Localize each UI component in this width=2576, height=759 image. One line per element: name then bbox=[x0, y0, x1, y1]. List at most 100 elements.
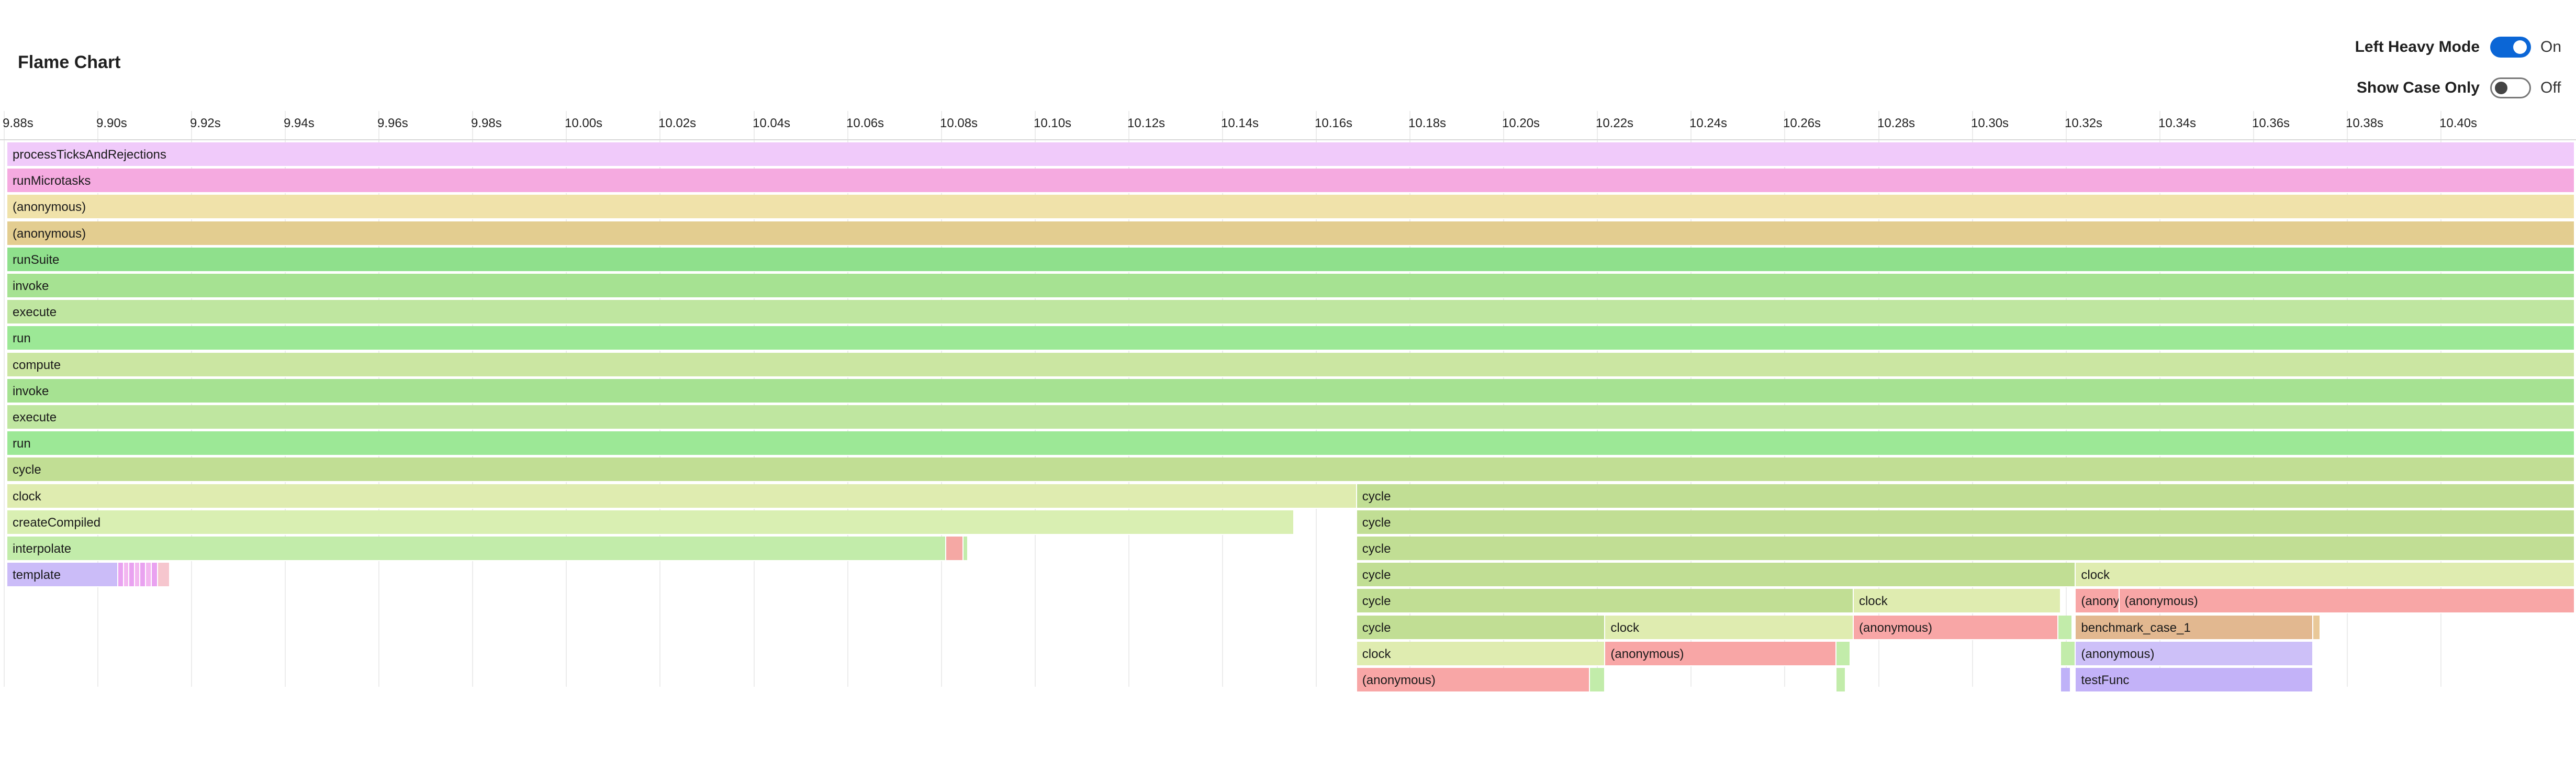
flame-frame[interactable] bbox=[135, 563, 141, 588]
flame-frame[interactable]: clock bbox=[2076, 563, 2575, 588]
time-ruler: 9.88s 9.90s 9.92s 9.94s 9.96s 9.98s 10.00s 10.0… bbox=[0, 111, 2576, 687]
flame-frame[interactable] bbox=[1836, 668, 1846, 693]
show-case-only-label: Show Case Only bbox=[2356, 79, 2480, 96]
tick-label: 9.90s bbox=[96, 116, 127, 130]
left-heavy-mode-label: Left Heavy Mode bbox=[2355, 38, 2480, 55]
flame-frame[interactable]: (anonymous) bbox=[2076, 589, 2120, 614]
frame-label: clock bbox=[1362, 646, 1391, 661]
page-title: Flame Chart bbox=[18, 52, 121, 72]
flame-frame[interactable] bbox=[946, 537, 964, 561]
frame-label: cycle bbox=[13, 463, 41, 477]
frame-label: cycle bbox=[1362, 594, 1391, 609]
frame-label: cycle bbox=[1362, 489, 1391, 504]
frame-label: (anonymous) bbox=[1858, 620, 1932, 635]
tick-label: 9.88s bbox=[3, 116, 33, 130]
show-case-only-control: Show Case Only Off bbox=[2357, 76, 2563, 99]
tick-label: 10.18s bbox=[1408, 116, 1447, 130]
tick-label: 10.28s bbox=[1877, 116, 1916, 130]
flame-frame[interactable]: run bbox=[7, 431, 2575, 456]
flame-frame[interactable]: run bbox=[7, 326, 2575, 351]
frame-label: execute bbox=[13, 410, 57, 425]
tick-label: 10.08s bbox=[940, 116, 978, 130]
flame-frame[interactable]: (anonymous) bbox=[2119, 589, 2575, 614]
show-case-only-toggle[interactable] bbox=[2490, 77, 2531, 98]
frame-label: compute bbox=[13, 358, 61, 372]
flame-chart[interactable]: processTicksAndRejections runMicrotasks (a… bbox=[0, 140, 2576, 716]
frame-label: clock bbox=[1858, 594, 1888, 609]
show-case-only-state: Off bbox=[2540, 79, 2561, 96]
flame-frame[interactable]: cycle bbox=[1357, 563, 2076, 588]
flame-frame[interactable] bbox=[140, 563, 147, 588]
flame-frame[interactable]: testFunc bbox=[2076, 668, 2314, 693]
frame-label: (anonymous) bbox=[13, 226, 86, 241]
flame-frame[interactable] bbox=[118, 563, 124, 588]
flame-frame[interactable]: runSuite bbox=[7, 247, 2575, 272]
flame-frame[interactable]: processTicksAndRejections bbox=[7, 142, 2575, 167]
flame-frame[interactable]: interpolate bbox=[7, 537, 947, 561]
flame-frame[interactable]: template bbox=[7, 563, 119, 588]
flame-frame[interactable]: (anonymous) bbox=[1357, 668, 1590, 693]
flame-frame[interactable]: cycle bbox=[1357, 484, 2575, 509]
tick-label: 10.32s bbox=[2065, 116, 2103, 130]
flame-frame[interactable]: compute bbox=[7, 352, 2575, 377]
flame-frame[interactable] bbox=[2060, 641, 2076, 666]
frame-label: cycle bbox=[1362, 542, 1391, 556]
tick-label: 10.02s bbox=[658, 116, 697, 130]
flame-frame[interactable]: runMicrotasks bbox=[7, 169, 2575, 194]
flame-frame[interactable]: (anonymous) bbox=[7, 195, 2575, 220]
tick-label: 10.16s bbox=[1315, 116, 1353, 130]
flame-frame[interactable]: clock bbox=[7, 484, 1357, 509]
flame-frame[interactable] bbox=[129, 563, 135, 588]
flame-frame[interactable]: execute bbox=[7, 405, 2575, 430]
flame-frame[interactable]: cycle bbox=[1357, 589, 1854, 614]
flame-frame[interactable]: (anonymous) bbox=[1605, 641, 1836, 666]
flame-frame[interactable] bbox=[2058, 615, 2073, 640]
tick-label: 10.04s bbox=[753, 116, 791, 130]
toggle-knob-icon bbox=[2513, 40, 2527, 54]
flame-frame[interactable]: cycle bbox=[1357, 615, 1606, 640]
flame-frame[interactable] bbox=[151, 563, 159, 588]
frame-label: clock bbox=[2081, 568, 2110, 583]
flame-frame[interactable] bbox=[158, 563, 170, 588]
flame-frame[interactable] bbox=[1836, 641, 1851, 666]
frame-label: invoke bbox=[13, 279, 49, 293]
flame-frame[interactable]: execute bbox=[7, 300, 2575, 325]
left-heavy-mode-toggle[interactable] bbox=[2490, 37, 2531, 58]
flame-frame[interactable]: (anonymous) bbox=[7, 221, 2575, 246]
left-heavy-mode-control: Left Heavy Mode On bbox=[2355, 36, 2563, 59]
frame-label: (anonymous) bbox=[13, 200, 86, 215]
toggle-knob-icon bbox=[2495, 82, 2507, 94]
frame-label: runSuite bbox=[13, 252, 60, 267]
flame-frame[interactable]: clock bbox=[1853, 589, 2061, 614]
flame-frame[interactable]: invoke bbox=[7, 274, 2575, 298]
flame-frame[interactable] bbox=[1589, 668, 1606, 693]
flame-frame[interactable]: (anonymous) bbox=[2076, 641, 2314, 666]
flame-frame[interactable]: benchmark_case_1 bbox=[2076, 615, 2314, 640]
flame-frame[interactable]: createCompiled bbox=[7, 510, 1294, 535]
flame-frame[interactable] bbox=[146, 563, 152, 588]
frame-label: runMicrotasks bbox=[13, 174, 91, 188]
flame-frame[interactable] bbox=[2313, 615, 2321, 640]
tick-label: 10.34s bbox=[2158, 116, 2197, 130]
tick-label: 9.98s bbox=[471, 116, 502, 130]
frame-label: template bbox=[13, 568, 61, 583]
flame-frame[interactable]: clock bbox=[1605, 615, 1854, 640]
tick-label: 10.06s bbox=[846, 116, 884, 130]
frame-label: invoke bbox=[13, 384, 49, 398]
tick-label: 9.92s bbox=[190, 116, 221, 130]
flame-frame[interactable]: cycle bbox=[7, 457, 2575, 483]
flame-frame[interactable]: cycle bbox=[1357, 510, 2575, 535]
flame-frame[interactable] bbox=[124, 563, 129, 588]
flame-frame[interactable]: clock bbox=[1357, 641, 1606, 666]
grid-line bbox=[4, 111, 5, 687]
flame-frame[interactable] bbox=[2060, 668, 2071, 693]
flame-frame[interactable] bbox=[963, 537, 968, 561]
frame-label: processTicksAndRejections bbox=[13, 148, 166, 162]
tick-label: 10.12s bbox=[1127, 116, 1166, 130]
frame-label: interpolate bbox=[13, 542, 72, 556]
frame-label: benchmark_case_1 bbox=[2081, 620, 2191, 635]
flame-frame[interactable]: (anonymous) bbox=[1853, 615, 2059, 640]
flame-frame[interactable]: invoke bbox=[7, 378, 2575, 404]
frame-label: testFunc bbox=[2081, 673, 2130, 687]
flame-frame[interactable]: cycle bbox=[1357, 537, 2575, 561]
